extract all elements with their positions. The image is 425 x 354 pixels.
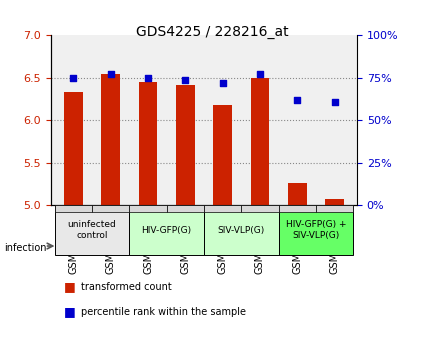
- Text: HIV-GFP(G) +
SIV-VLP(G): HIV-GFP(G) + SIV-VLP(G): [286, 221, 346, 240]
- FancyBboxPatch shape: [204, 205, 241, 212]
- FancyBboxPatch shape: [129, 205, 167, 212]
- Text: percentile rank within the sample: percentile rank within the sample: [81, 307, 246, 316]
- Text: transformed count: transformed count: [81, 282, 172, 292]
- Text: infection: infection: [4, 243, 47, 253]
- Text: GDS4225 / 228216_at: GDS4225 / 228216_at: [136, 25, 289, 39]
- Text: SIV-VLP(G): SIV-VLP(G): [218, 225, 265, 235]
- FancyBboxPatch shape: [316, 205, 353, 212]
- Point: [331, 99, 338, 104]
- FancyBboxPatch shape: [55, 205, 92, 212]
- FancyBboxPatch shape: [129, 205, 204, 255]
- Point: [70, 75, 77, 81]
- FancyBboxPatch shape: [92, 205, 129, 212]
- FancyBboxPatch shape: [167, 205, 204, 212]
- Bar: [251, 78, 269, 205]
- Point: [144, 75, 151, 81]
- Text: HIV-GFP(G): HIV-GFP(G): [142, 225, 192, 235]
- Bar: [139, 82, 157, 205]
- Bar: [213, 105, 232, 205]
- FancyBboxPatch shape: [279, 205, 353, 255]
- Bar: [64, 92, 83, 205]
- Point: [257, 72, 264, 77]
- Text: ■: ■: [64, 305, 76, 318]
- Bar: [176, 85, 195, 205]
- FancyBboxPatch shape: [204, 205, 279, 255]
- FancyBboxPatch shape: [55, 205, 129, 255]
- Point: [107, 72, 114, 77]
- Point: [294, 97, 301, 103]
- FancyBboxPatch shape: [279, 205, 316, 212]
- FancyBboxPatch shape: [241, 205, 279, 212]
- Text: ■: ■: [64, 280, 76, 293]
- Point: [182, 77, 189, 82]
- Bar: [102, 74, 120, 205]
- Bar: [288, 183, 306, 205]
- Point: [219, 80, 226, 86]
- Text: uninfected
control: uninfected control: [68, 221, 116, 240]
- Bar: [325, 199, 344, 205]
